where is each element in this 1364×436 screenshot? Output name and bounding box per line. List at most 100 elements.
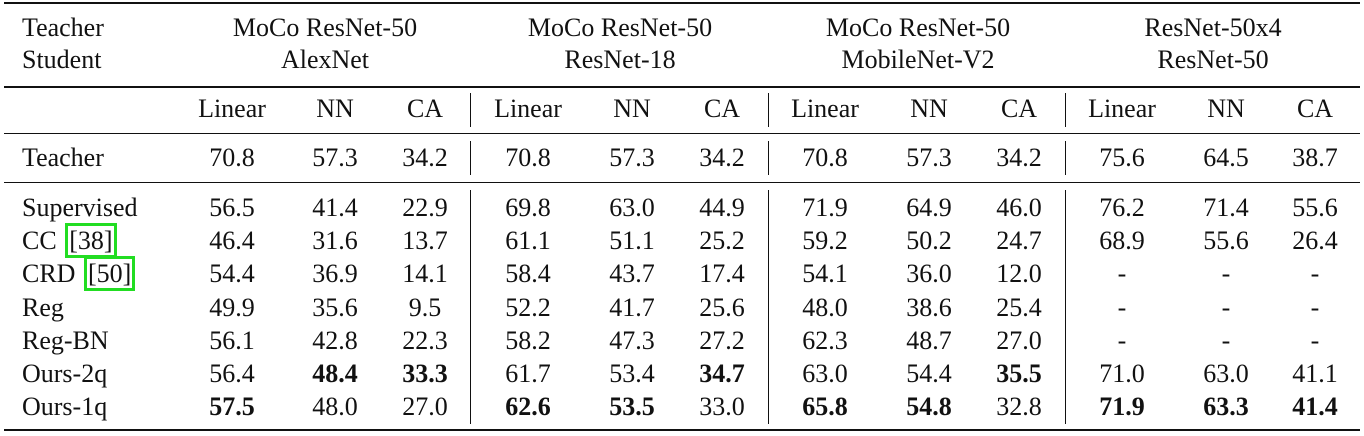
cell: - bbox=[1221, 325, 1231, 355]
cell: 54.8 bbox=[906, 392, 952, 422]
cell: - bbox=[1117, 292, 1127, 322]
cell: 34.2 bbox=[996, 143, 1042, 172]
cell: 56.1 bbox=[209, 325, 255, 355]
cell: 56.4 bbox=[209, 359, 255, 388]
row-label: CC [38] bbox=[22, 223, 117, 259]
cell: 34.2 bbox=[402, 143, 448, 172]
cell: 14.1 bbox=[402, 259, 448, 289]
cell: 36.9 bbox=[312, 259, 358, 289]
cell: 49.9 bbox=[209, 292, 255, 322]
cell: 33.3 bbox=[402, 359, 448, 388]
citation-link[interactable]: [38] bbox=[65, 223, 117, 259]
metric-header: CA bbox=[703, 94, 741, 123]
cell: 63.3 bbox=[1203, 392, 1249, 422]
cell: 34.7 bbox=[699, 359, 745, 388]
cell: 35.5 bbox=[996, 359, 1042, 388]
cell: 56.5 bbox=[209, 193, 255, 222]
metric-header: NN bbox=[613, 94, 651, 123]
student-name: MobileNet-V2 bbox=[841, 45, 995, 74]
cell: 69.8 bbox=[505, 193, 551, 222]
metric-header: Linear bbox=[494, 94, 562, 123]
corner-label: Teacher bbox=[22, 13, 104, 42]
row-label: Ours-2q bbox=[22, 359, 108, 388]
horizontal-rule bbox=[4, 133, 1360, 134]
cell: - bbox=[1117, 325, 1127, 355]
vertical-separator bbox=[1065, 141, 1067, 175]
horizontal-rule bbox=[4, 86, 1360, 88]
cell: 36.0 bbox=[906, 259, 952, 289]
cell: 71.0 bbox=[1099, 359, 1145, 388]
vertical-separator bbox=[470, 93, 472, 127]
cell: 70.8 bbox=[505, 143, 551, 172]
cell: 42.8 bbox=[312, 325, 358, 355]
cell: 27.0 bbox=[402, 392, 448, 422]
vertical-separator bbox=[768, 190, 770, 424]
cell: 71.4 bbox=[1203, 193, 1249, 222]
cell: 50.2 bbox=[906, 226, 952, 256]
cell: 61.1 bbox=[505, 226, 551, 256]
cell: 35.6 bbox=[312, 292, 358, 322]
cell: - bbox=[1310, 259, 1320, 289]
cell: 48.4 bbox=[312, 359, 358, 388]
citation-link[interactable]: [50] bbox=[83, 256, 136, 292]
cell: 24.7 bbox=[996, 226, 1042, 256]
metric-header: CA bbox=[406, 94, 444, 123]
horizontal-rule bbox=[4, 2, 1360, 4]
cell: 41.1 bbox=[1292, 359, 1338, 388]
cell: 70.8 bbox=[802, 143, 848, 172]
cell: 41.4 bbox=[312, 193, 358, 222]
metric-header: NN bbox=[910, 94, 948, 123]
cell: 54.4 bbox=[906, 359, 952, 388]
cell: 12.0 bbox=[996, 259, 1042, 289]
teacher-name: ResNet-50x4 bbox=[1144, 13, 1282, 42]
cell: 52.2 bbox=[505, 292, 551, 322]
cell: 63.0 bbox=[1203, 359, 1249, 388]
student-name: ResNet-18 bbox=[564, 45, 676, 74]
cell: 22.3 bbox=[402, 325, 448, 355]
cell: 25.6 bbox=[699, 292, 745, 322]
cell: 31.6 bbox=[312, 226, 358, 256]
cell: 75.6 bbox=[1099, 143, 1145, 172]
cell: 48.0 bbox=[312, 392, 358, 422]
cell: 57.3 bbox=[906, 143, 952, 172]
cell: 38.7 bbox=[1292, 143, 1338, 172]
cell: - bbox=[1221, 292, 1231, 322]
cell: 44.9 bbox=[699, 193, 745, 222]
cell: 26.4 bbox=[1292, 226, 1338, 256]
cell: 58.2 bbox=[505, 325, 551, 355]
cell: 41.7 bbox=[609, 292, 655, 322]
cell: 33.0 bbox=[699, 392, 745, 422]
teacher-name: MoCo ResNet-50 bbox=[232, 13, 418, 42]
cell: - bbox=[1117, 259, 1127, 289]
cell: 38.6 bbox=[906, 292, 952, 322]
cell: 22.9 bbox=[402, 193, 448, 222]
cell: 13.7 bbox=[402, 226, 448, 256]
cell: 62.3 bbox=[802, 325, 848, 355]
vertical-separator bbox=[768, 141, 770, 175]
cell: 41.4 bbox=[1292, 392, 1338, 422]
cell: 64.5 bbox=[1203, 143, 1249, 172]
horizontal-rule bbox=[4, 429, 1360, 431]
cell: - bbox=[1310, 325, 1320, 355]
cell: 61.7 bbox=[505, 359, 551, 388]
cell: 54.1 bbox=[802, 259, 848, 289]
cell: 46.4 bbox=[209, 226, 255, 256]
row-label: Supervised bbox=[22, 193, 138, 222]
cell: 55.6 bbox=[1292, 193, 1338, 222]
student-name: ResNet-50 bbox=[1157, 45, 1269, 74]
cell: 57.3 bbox=[609, 143, 655, 172]
vertical-separator bbox=[470, 190, 472, 424]
cell: 9.5 bbox=[408, 292, 442, 322]
metric-header: Linear bbox=[791, 94, 859, 123]
metric-header: NN bbox=[1207, 94, 1245, 123]
cell: 63.0 bbox=[609, 193, 655, 222]
cell: 34.2 bbox=[699, 143, 745, 172]
cell: 70.8 bbox=[209, 143, 255, 172]
metric-header: NN bbox=[316, 94, 354, 123]
vertical-separator bbox=[470, 141, 472, 175]
cell: 43.7 bbox=[609, 259, 655, 289]
cell: 48.7 bbox=[906, 325, 952, 355]
cell: 47.3 bbox=[609, 325, 655, 355]
cell: 32.8 bbox=[996, 392, 1042, 422]
